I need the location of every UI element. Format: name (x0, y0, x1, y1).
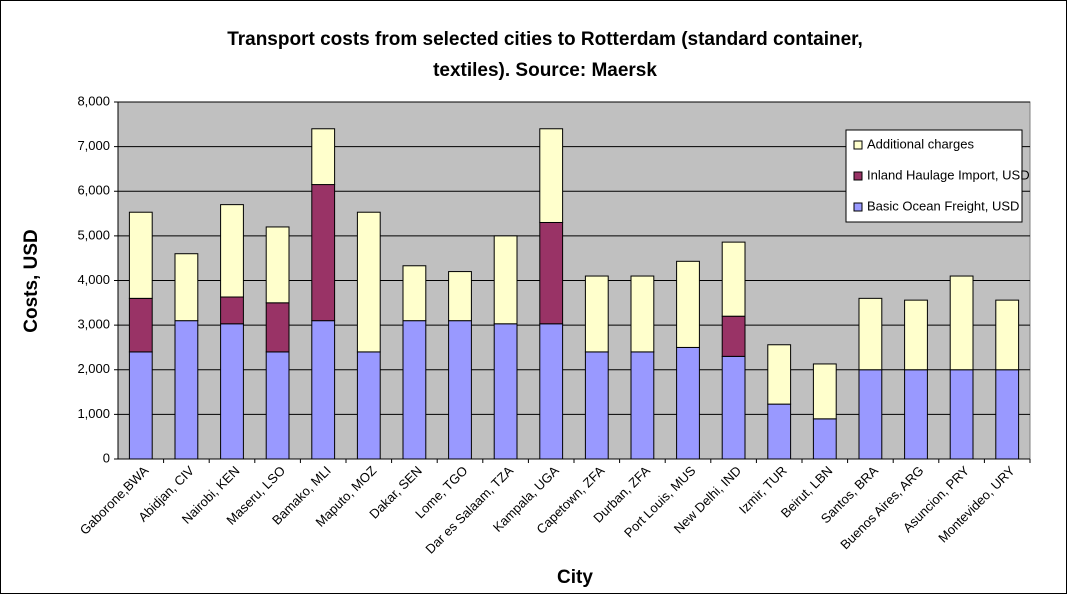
bar-segment (584, 351, 609, 460)
chart-title: textiles). Source: Maersk (433, 60, 657, 81)
y-tick-label: 2,000 (77, 361, 110, 376)
bar-segment (858, 369, 883, 460)
x-axis-label: City (557, 567, 593, 588)
bar-segment (128, 351, 153, 460)
bar-segment (949, 275, 974, 371)
bar-segment (676, 346, 700, 460)
bar-segment (174, 320, 199, 460)
bar-segment (220, 296, 244, 325)
legend-label: Additional charges (867, 136, 974, 151)
y-tick-label: 3,000 (77, 317, 110, 332)
bar-segment (904, 299, 928, 371)
bar-segment (630, 351, 655, 460)
bar-segment (949, 369, 974, 460)
legend-swatch (853, 171, 863, 181)
bar-segment (812, 363, 837, 420)
chart-title: Transport costs from selected cities to … (227, 29, 863, 50)
bar-segment (630, 275, 655, 353)
bar-segment (448, 271, 472, 322)
bar-segment (767, 344, 792, 405)
bar-segment (584, 275, 609, 353)
y-tick-label: 8,000 (77, 93, 110, 108)
bar-segment (539, 323, 564, 460)
legend-label: Inland Haulage Import, USD (867, 167, 1030, 182)
bar-segment (311, 184, 336, 322)
bar-segment (220, 204, 244, 298)
bar-segment (539, 221, 564, 325)
legend-box (845, 129, 1023, 223)
bar-segment (995, 299, 1020, 371)
bar-segment (311, 128, 336, 186)
bar-segment (265, 226, 290, 304)
bar-segment (220, 323, 244, 460)
bar-segment (721, 355, 746, 460)
bar-segment (402, 320, 427, 460)
bar-segment (539, 128, 564, 223)
legend-swatch (853, 140, 863, 150)
bar-segment (311, 320, 336, 460)
y-tick-label: 1,000 (77, 406, 110, 421)
bar-segment (493, 235, 518, 325)
bar-segment (995, 369, 1020, 460)
y-axis-label: Costs, USD (21, 229, 42, 332)
bar-segment (858, 297, 883, 371)
bar-segment (721, 315, 746, 357)
bar-segment (128, 297, 153, 353)
bar-segment (676, 260, 700, 348)
y-tick-label: 4,000 (77, 272, 110, 287)
bar-segment (356, 351, 381, 460)
bar-segment (402, 265, 427, 322)
bar-segment (448, 320, 472, 460)
bar-segment (174, 253, 199, 322)
legend-swatch (853, 202, 863, 212)
y-tick-label: 6,000 (77, 183, 110, 198)
bar-segment (721, 241, 746, 317)
y-tick-label: 0 (103, 450, 110, 465)
bar-segment (767, 403, 792, 460)
bar-segment (265, 302, 290, 353)
y-tick-label: 5,000 (77, 227, 110, 242)
bar-segment (904, 369, 928, 460)
bar-segment (493, 323, 518, 460)
bar-segment (128, 211, 153, 299)
y-tick-label: 7,000 (77, 138, 110, 153)
bar-segment (265, 351, 290, 460)
bar-segment (356, 211, 381, 353)
bar-segment (812, 418, 837, 460)
legend-label: Basic Ocean Freight, USD (867, 198, 1019, 213)
